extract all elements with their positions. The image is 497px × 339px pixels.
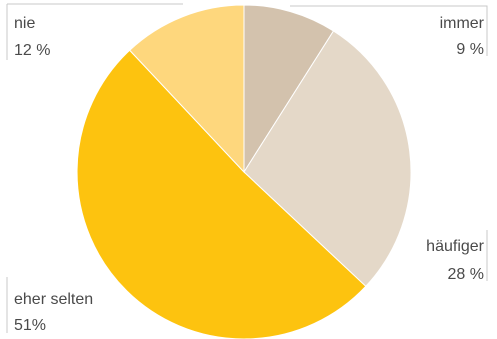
pie-slice-nie bbox=[128, 4, 245, 174]
slice-label-eher-selten: eher selten bbox=[14, 291, 93, 308]
pie-slice-eher-selten bbox=[76, 49, 367, 339]
pie-slice-haeufiger bbox=[243, 30, 412, 288]
slice-label-immer: immer bbox=[440, 15, 485, 32]
pie-slice-immer bbox=[243, 4, 335, 174]
slice-value-immer: 9 % bbox=[456, 41, 484, 58]
slice-label-haeufiger: häufiger bbox=[426, 238, 484, 255]
slice-value-haeufiger: 28 % bbox=[448, 266, 484, 283]
slice-value-eher-selten: 51% bbox=[14, 317, 46, 334]
leader-line-nie bbox=[6, 3, 183, 60]
slice-label-nie: nie bbox=[14, 15, 35, 32]
pie-slices bbox=[76, 4, 412, 339]
slice-value-nie: 12 % bbox=[14, 42, 50, 59]
leader-line-immer bbox=[290, 5, 488, 56]
